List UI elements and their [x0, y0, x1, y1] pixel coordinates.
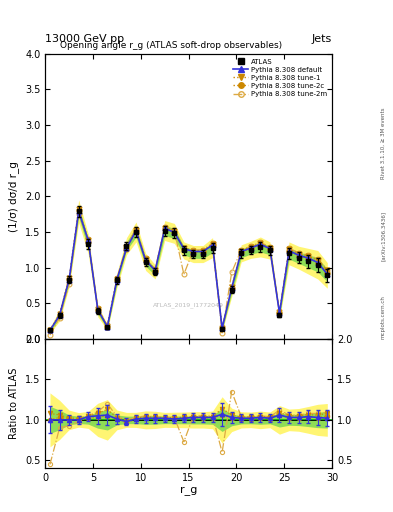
- Text: mcplots.cern.ch: mcplots.cern.ch: [381, 295, 386, 339]
- Legend: ATLAS, Pythia 8.308 default, Pythia 8.308 tune-1, Pythia 8.308 tune-2c, Pythia 8: ATLAS, Pythia 8.308 default, Pythia 8.30…: [231, 57, 329, 98]
- Y-axis label: (1/σ) dσ/d r_g: (1/σ) dσ/d r_g: [8, 161, 19, 232]
- Text: 13000 GeV pp: 13000 GeV pp: [45, 33, 124, 44]
- Text: Opening angle r_g (ATLAS soft-drop observables): Opening angle r_g (ATLAS soft-drop obser…: [60, 41, 282, 50]
- Text: Jets: Jets: [312, 33, 332, 44]
- Y-axis label: Ratio to ATLAS: Ratio to ATLAS: [9, 368, 19, 439]
- X-axis label: r_g: r_g: [180, 486, 197, 496]
- Text: [arXiv:1306.3436]: [arXiv:1306.3436]: [381, 210, 386, 261]
- Text: ATLAS_2019_I1772049: ATLAS_2019_I1772049: [153, 302, 224, 308]
- Text: Rivet 3.1.10, ≥ 3M events: Rivet 3.1.10, ≥ 3M events: [381, 108, 386, 179]
